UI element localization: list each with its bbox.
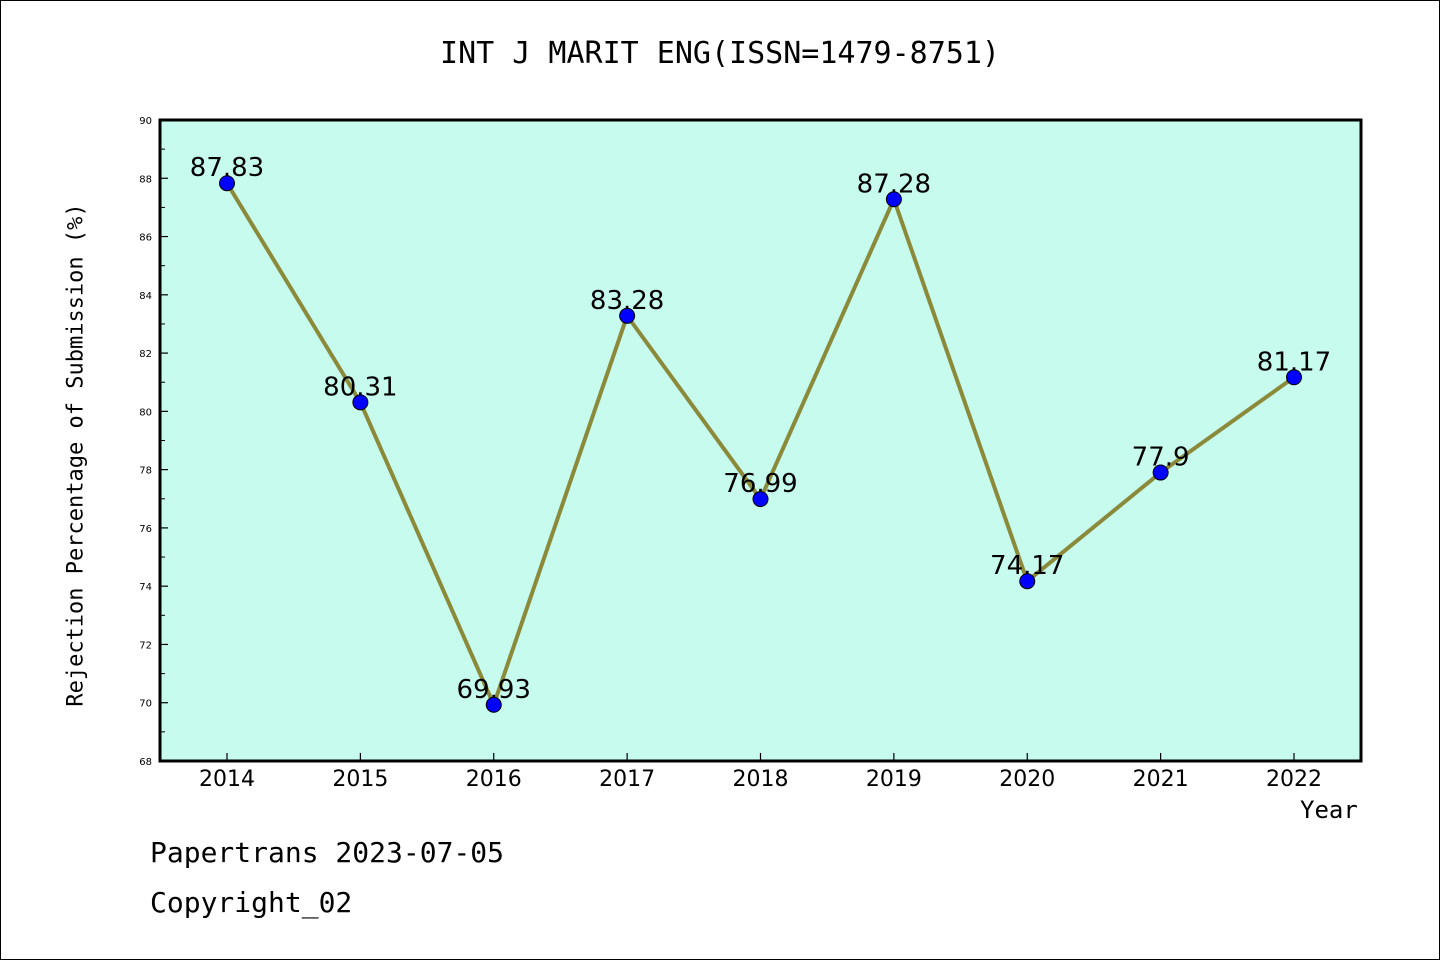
data-point: [752, 491, 769, 508]
data-label: 69.93: [457, 675, 531, 705]
plot-area: [158, 118, 1363, 763]
x-tick-label: 2020: [999, 767, 1055, 792]
data-point: [619, 307, 636, 324]
footer-copyright: Copyright_02: [150, 886, 353, 919]
x-axis: 2014 2015 2016 2017 2018 2019 2020 2021 2022: [199, 753, 1322, 792]
data-point: [485, 696, 502, 713]
data-label: 77.9: [1132, 443, 1190, 473]
y-tick-label: 82: [139, 349, 152, 360]
data-label: 74.17: [990, 551, 1064, 581]
data-label: 83.28: [590, 286, 664, 316]
data-label: 76.99: [723, 469, 797, 499]
y-tick-label: 90: [139, 116, 152, 127]
x-tick-label: 2017: [599, 767, 655, 792]
y-tick-label: 72: [139, 640, 152, 651]
data-point: [1286, 369, 1302, 386]
x-tick-label: 2015: [332, 767, 388, 792]
data-label: 80.31: [323, 372, 397, 402]
data-label: 87.28: [857, 169, 931, 199]
x-tick-label: 2016: [466, 767, 522, 792]
y-tick-label: 86: [139, 233, 152, 244]
data-point: [1019, 573, 1036, 590]
data-point: [352, 394, 369, 411]
y-tick-label: 74: [139, 582, 152, 593]
y-tick-label: 88: [139, 174, 152, 185]
y-tick-label: 70: [139, 699, 152, 710]
data-label: 81.17: [1257, 347, 1331, 377]
data-label: 87.83: [190, 153, 264, 183]
y-axis: 68 70 72 74 76 78 80 82 84 86 88 90: [139, 116, 168, 768]
chart-title: INT J MARIT ENG(ISSN=1479-8751): [440, 36, 1000, 71]
x-tick-label: 2014: [199, 767, 255, 792]
data-point: [885, 191, 902, 208]
series-layer: 87.83 80.31 69.93 83.28 76.99 87.28 74.17 77.9 8…: [190, 153, 1331, 713]
data-point: [219, 175, 235, 192]
y-tick-label: 80: [139, 407, 152, 418]
x-axis-label: Year: [1300, 796, 1358, 824]
x-tick-label: 2022: [1266, 767, 1322, 792]
x-tick-label: 2019: [866, 767, 922, 792]
data-point: [1152, 464, 1169, 481]
x-tick-label: 2021: [1133, 767, 1189, 792]
y-tick-label: 84: [139, 291, 152, 302]
footer-source: Papertrans 2023-07-05: [150, 836, 505, 869]
y-tick-label: 78: [139, 466, 152, 477]
y-tick-label: 68: [139, 757, 152, 768]
x-tick-label: 2018: [733, 767, 789, 792]
y-tick-label: 76: [139, 524, 152, 535]
